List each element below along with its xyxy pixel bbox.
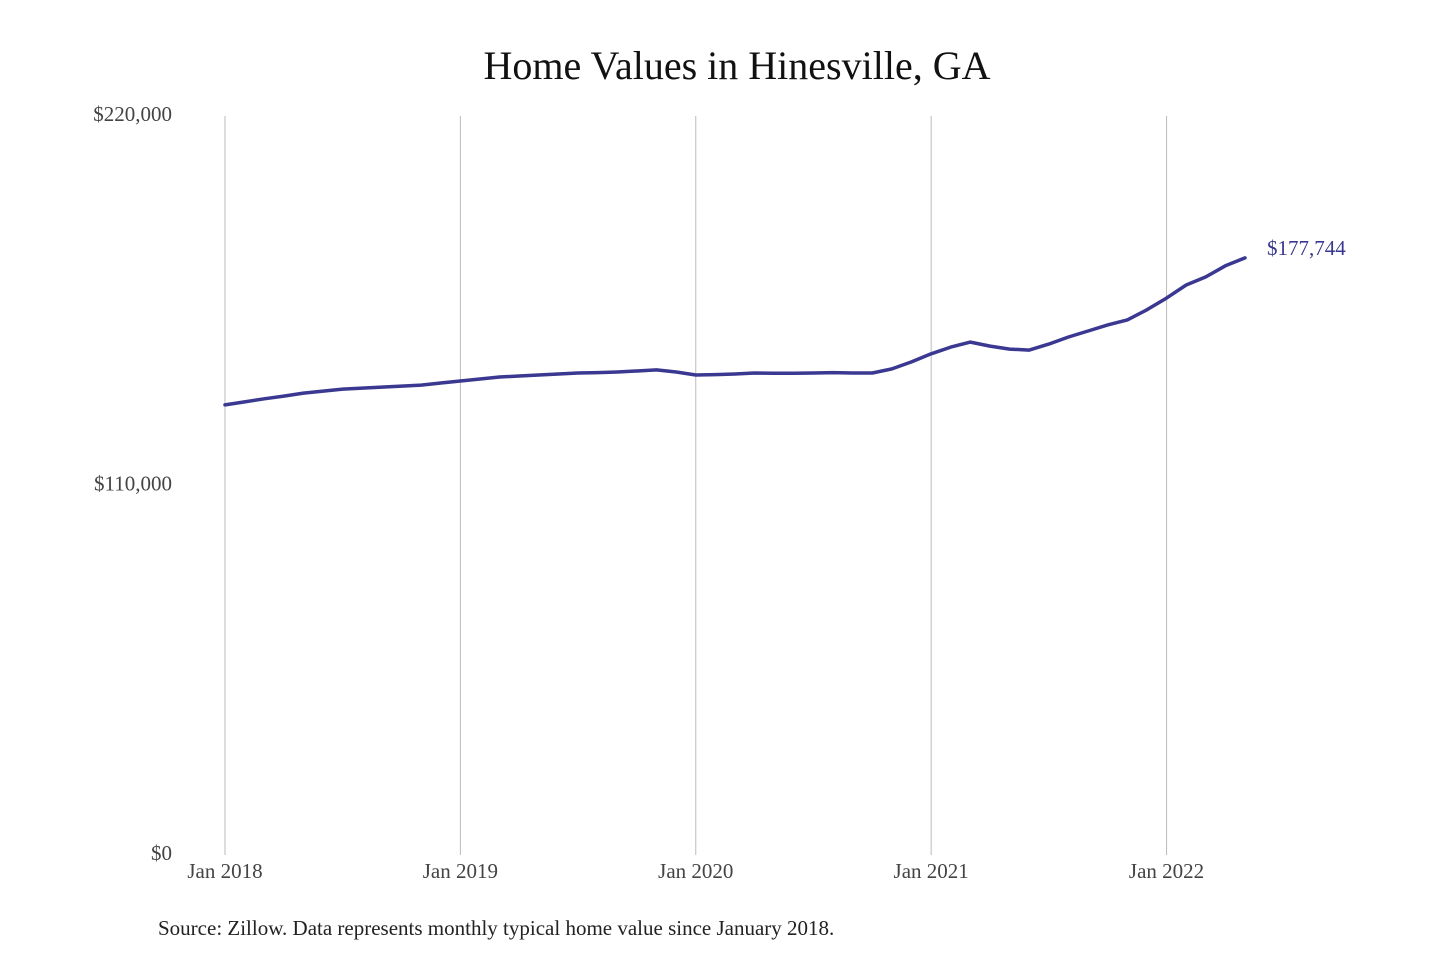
source-note: Source: Zillow. Data represents monthly … <box>158 916 834 940</box>
y-tick-label: $220,000 <box>93 102 172 126</box>
line <box>223 256 1247 407</box>
chart-title: Home Values in Hinesville, GA <box>484 43 991 88</box>
x-tick-label: Jan 2019 <box>423 859 498 883</box>
y-tick-label: $0 <box>151 841 172 865</box>
x-tick-label: Jan 2018 <box>187 859 262 883</box>
x-tick-label: Jan 2021 <box>894 859 969 883</box>
y-tick-label: $110,000 <box>94 471 172 495</box>
value-label: $177,744 <box>1267 236 1346 260</box>
x-tick-label: Jan 2022 <box>1129 859 1204 883</box>
x-tick-label: Jan 2020 <box>658 859 733 883</box>
